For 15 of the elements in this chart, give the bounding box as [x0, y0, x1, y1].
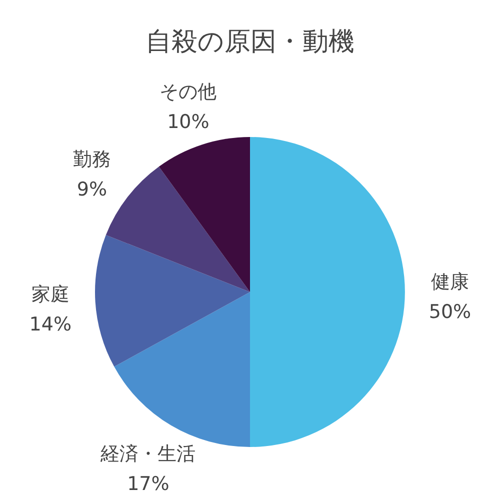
slice-label: 経済・生活	[100, 443, 196, 466]
data-label: 10%	[167, 110, 210, 133]
slice-label: その他	[160, 80, 217, 103]
data-label: 17%	[127, 473, 170, 496]
pie-slice	[106, 166, 250, 292]
slice-label: 勤務	[72, 148, 111, 170]
slice-label: 健康	[431, 271, 469, 293]
data-label: 9%	[76, 178, 108, 200]
chart-title: 自殺の原因・動機	[146, 27, 354, 57]
pie-slice	[158, 137, 250, 292]
data-label: 50%	[428, 301, 472, 323]
pie-slice	[95, 234, 250, 367]
data-label: 14%	[29, 314, 72, 336]
slice-label: 家庭	[31, 284, 70, 306]
pie-slice	[250, 137, 405, 447]
